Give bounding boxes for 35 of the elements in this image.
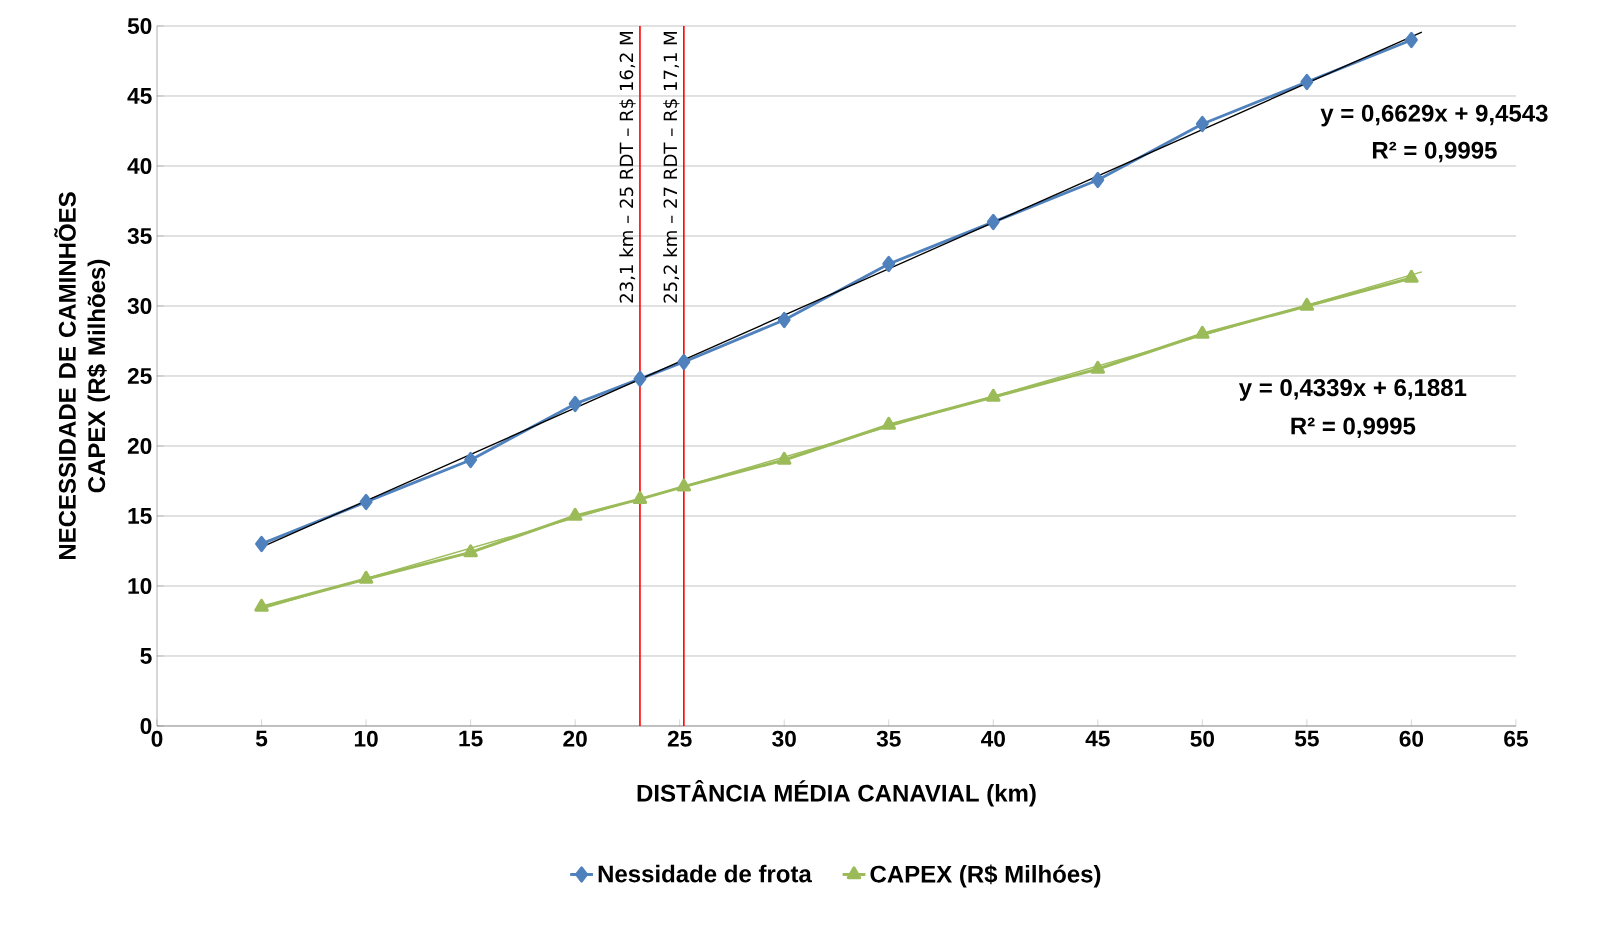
x-tick-label: 30: [772, 730, 796, 747]
y-tick-label: 40: [127, 157, 152, 175]
x-tick-label: 65: [1504, 730, 1528, 747]
ref-line-label: 25,2 km – 27 RDT – R$ 17,1 M: [663, 32, 680, 303]
x-tick-label: 0: [151, 730, 163, 747]
y-tick-label: 50: [127, 17, 152, 35]
legend-label: CAPEX (R$ Milhóes): [870, 864, 1101, 888]
annotation: y = 0,6629x + 9,4543: [1320, 104, 1548, 127]
x-tick-label: 60: [1399, 730, 1424, 747]
y-tick-label: 30: [127, 297, 152, 315]
annotation: y = 0,4339x + 6,1881: [1238, 379, 1467, 401]
y-tick-label: 5: [140, 648, 152, 664]
x-tick-label: 45: [1085, 730, 1110, 747]
ref-line-label: 23,1 km – 25 RDT – R$ 16,2 M: [619, 32, 636, 303]
x-tick-label: 25: [667, 730, 692, 747]
y-tick-label: 0: [140, 717, 152, 735]
x-axis-title: DISTÂNCIA MÉDIA CANAVIAL (km): [637, 779, 1036, 807]
x-tick-label: 35: [876, 730, 901, 747]
annotation: R² = 0,9995: [1291, 417, 1416, 439]
x-tick-label: 15: [459, 730, 483, 747]
x-tick-label: 55: [1294, 730, 1319, 747]
y-tick-label: 45: [127, 88, 152, 104]
y-tick-label: 10: [128, 577, 152, 595]
x-tick-label: 10: [354, 730, 378, 747]
y-axis-title: NECESSIDADE DE CAMINHÕES CAPEX (R$ Milhões): [54, 192, 110, 560]
x-tick-label: 20: [563, 730, 587, 747]
legend-label: Nessidade de frota: [598, 864, 812, 883]
y-tick-label: 35: [127, 227, 152, 245]
y-tick-label: 25: [127, 367, 152, 385]
x-tick-label: 40: [981, 730, 1005, 747]
y-tick-label: 15: [128, 508, 152, 524]
y-tick-label: 20: [127, 437, 152, 455]
x-tick-label: 50: [1190, 730, 1214, 747]
x-tick-label: 5: [255, 730, 268, 747]
annotation: R² = 0,9995: [1372, 141, 1497, 163]
